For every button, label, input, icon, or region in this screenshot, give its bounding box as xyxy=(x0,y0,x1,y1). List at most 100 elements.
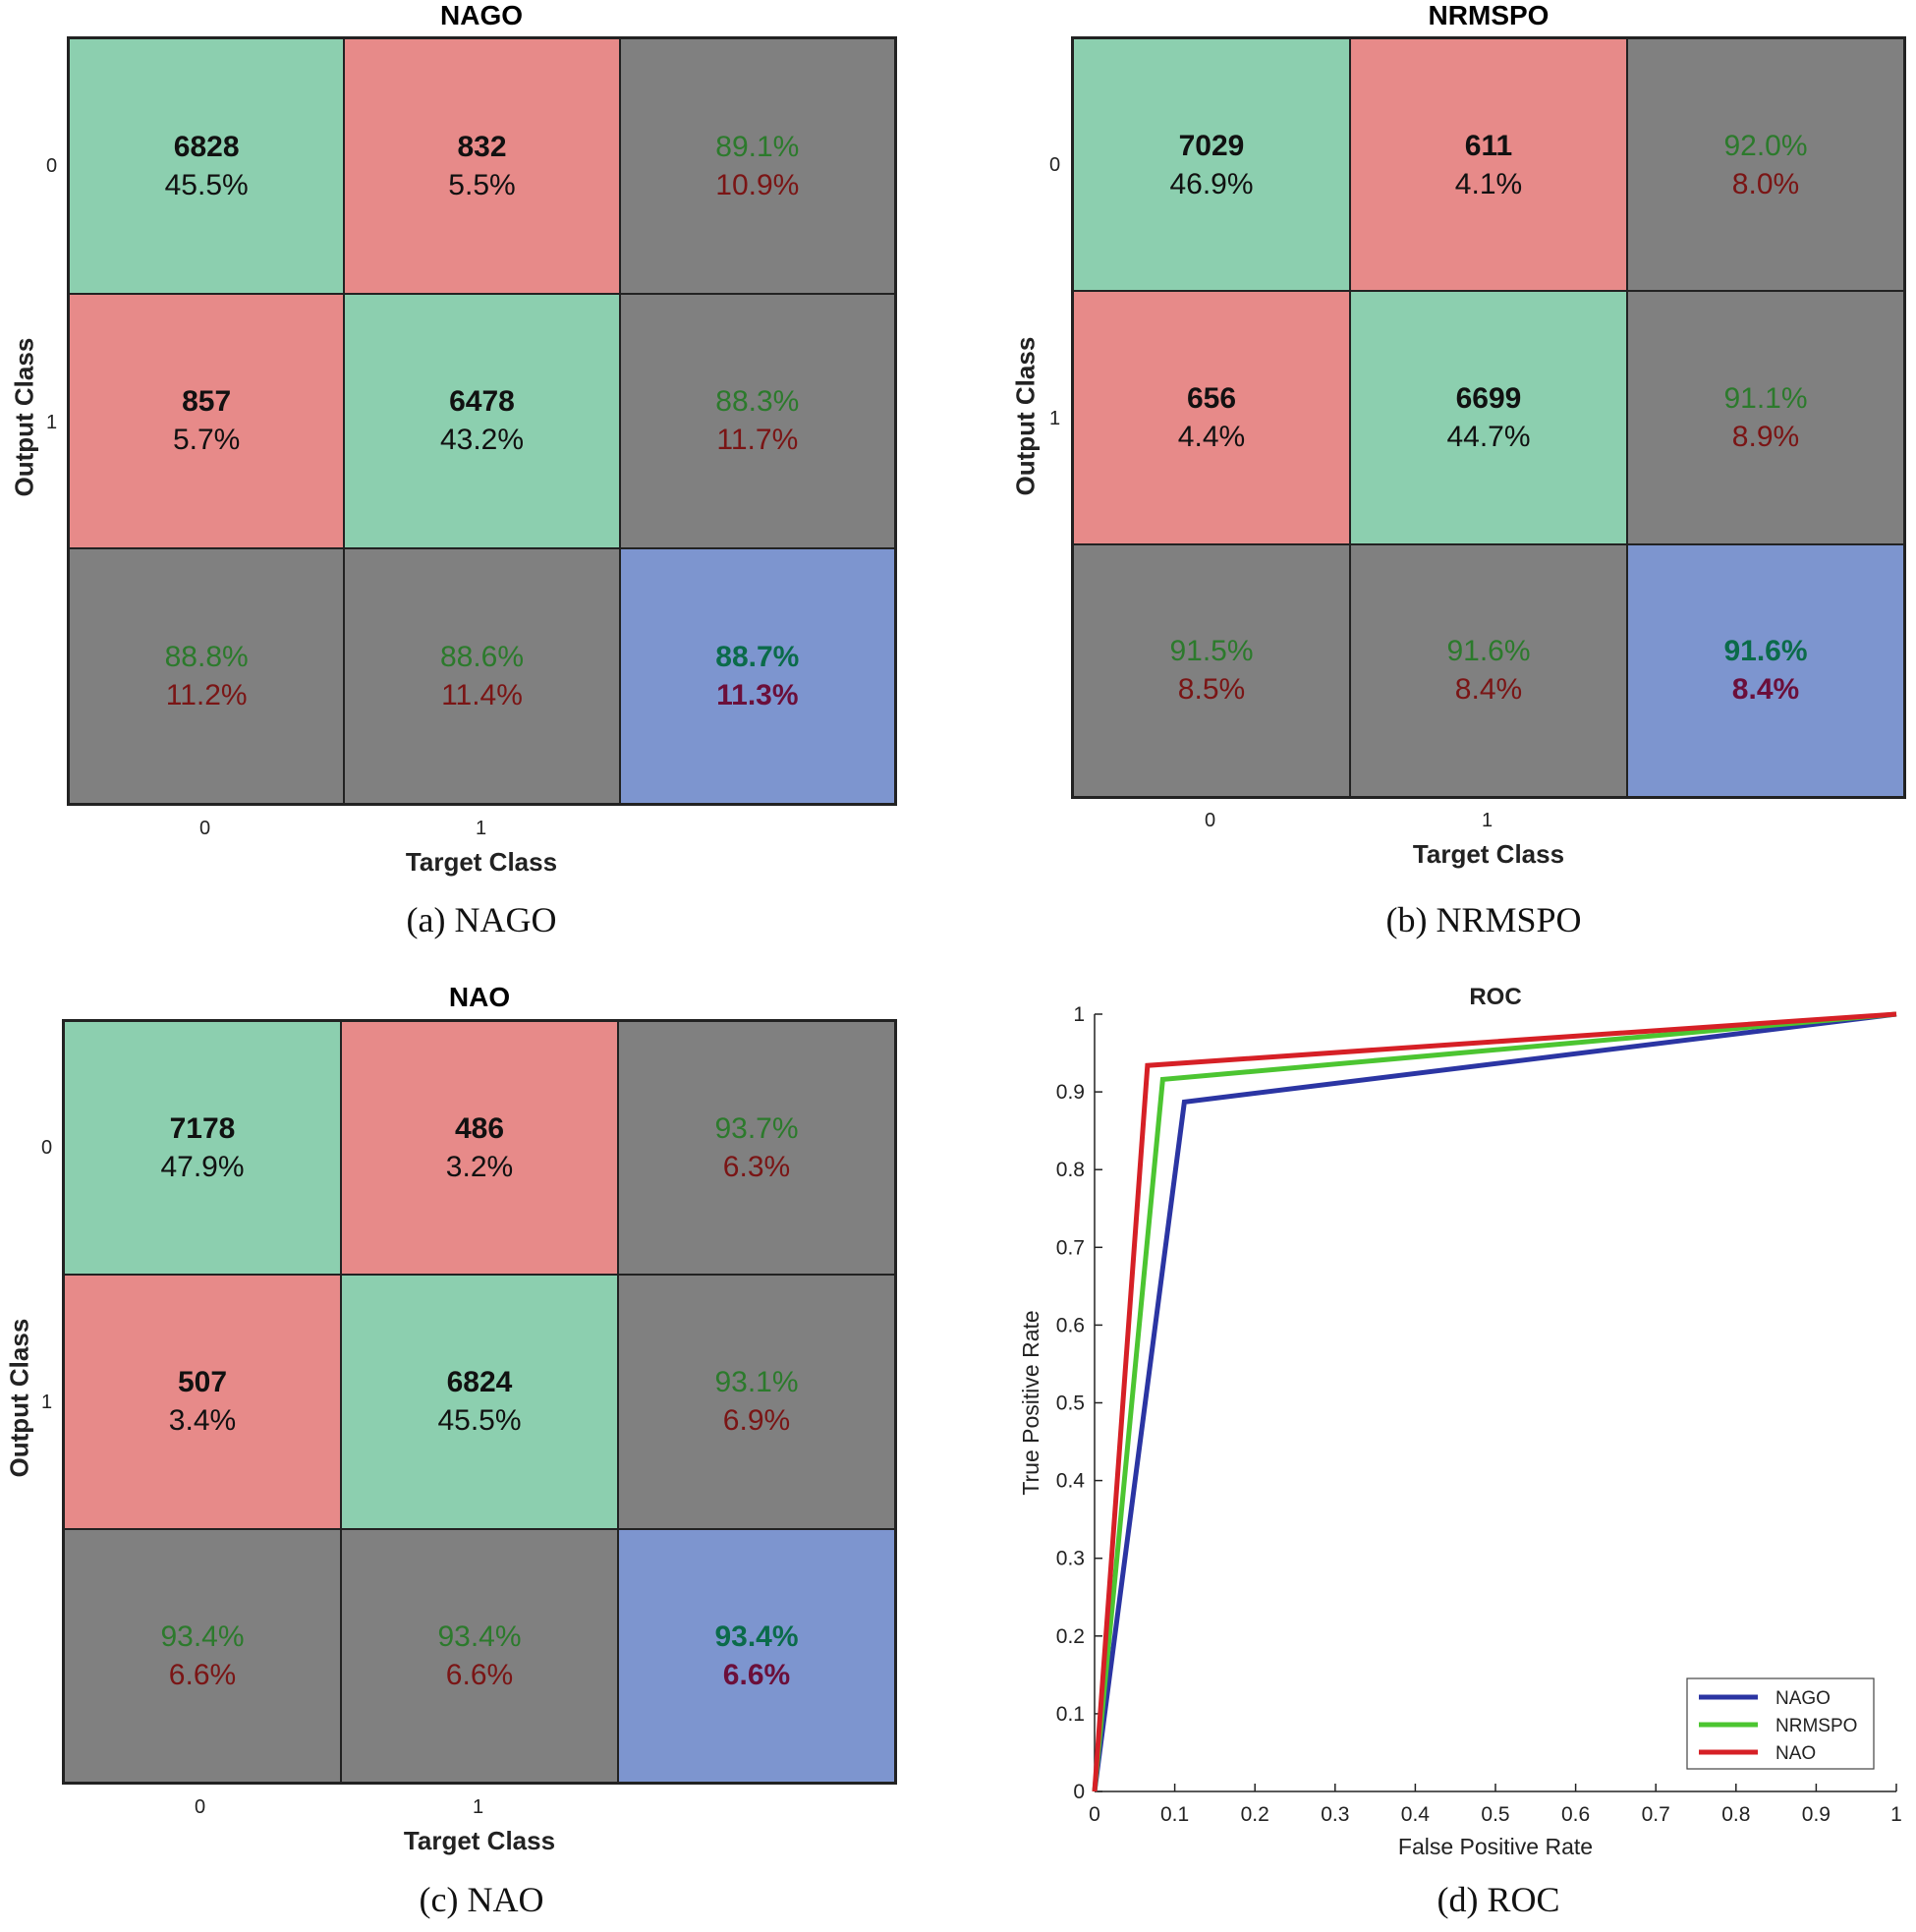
cell-error-rate: 8.4% xyxy=(1731,673,1800,707)
matrix-cell-overall: 91.6% 8.4% xyxy=(1627,543,1904,797)
cell-percent: 4.4% xyxy=(1177,420,1246,453)
x-axis-label: Target Class xyxy=(405,847,558,877)
cell-correct-rate: 91.5% xyxy=(1169,635,1254,668)
y-tick-label: 0.3 xyxy=(1056,1548,1085,1570)
cell-error-rate: 8.0% xyxy=(1731,167,1800,200)
caption: (a) NAGO xyxy=(406,900,557,939)
x-tick: 0 xyxy=(1205,810,1216,831)
matrix-cell: 7029 46.9% xyxy=(1073,38,1350,292)
cell-count: 486 xyxy=(454,1112,505,1146)
cell-count: 507 xyxy=(177,1366,228,1399)
y-tick: 1 xyxy=(46,412,58,433)
cell-error-rate: 11.2% xyxy=(165,679,248,712)
x-tick-label: 0.1 xyxy=(1160,1803,1189,1826)
cell-count: 857 xyxy=(182,385,232,419)
matrix-grid: 7029 46.9% 611 4.1% 92.0% 8.0% 656 4.4% 6699… xyxy=(1071,36,1906,799)
cell-percent: 5.7% xyxy=(172,424,241,457)
x-tick: 1 xyxy=(473,1796,484,1818)
y-tick: 0 xyxy=(46,155,58,177)
cell-percent: 45.5% xyxy=(437,1404,522,1438)
cell-error-rate: 6.6% xyxy=(445,1658,514,1691)
cell-error-rate: 6.6% xyxy=(722,1658,791,1691)
caption: (b) NRMSPO xyxy=(1385,900,1582,939)
cell-error-rate: 10.9% xyxy=(715,168,800,201)
y-tick-label: 0.1 xyxy=(1056,1703,1085,1726)
matrix-cell: 6699 44.7% xyxy=(1350,291,1627,544)
matrix-cell: 7178 47.9% xyxy=(64,1021,341,1276)
cell-correct-rate: 93.7% xyxy=(714,1112,799,1146)
y-tick-label: 0 xyxy=(1073,1781,1085,1803)
x-tick-label: 0.4 xyxy=(1401,1803,1431,1826)
cell-count: 6478 xyxy=(449,385,515,419)
x-tick-label: 0.9 xyxy=(1802,1803,1831,1826)
y-tick-label: 0.4 xyxy=(1056,1470,1086,1493)
x-tick: 0 xyxy=(195,1796,206,1818)
cell-error-rate: 11.7% xyxy=(716,424,799,457)
x-tick-label: 0.7 xyxy=(1642,1803,1670,1826)
x-tick-label: 0.5 xyxy=(1481,1803,1509,1826)
y-tick-label: 0.8 xyxy=(1056,1159,1085,1181)
cell-percent: 47.9% xyxy=(160,1151,245,1184)
cell-percent: 43.2% xyxy=(439,424,525,457)
matrix-grid: 7178 47.9% 486 3.2% 93.7% 6.3% 507 3.4% 6824… xyxy=(62,1019,897,1785)
cell-count: 832 xyxy=(457,130,507,163)
matrix-cell: 486 3.2% xyxy=(341,1021,618,1276)
cell-percent: 45.5% xyxy=(164,168,249,201)
cell-correct-rate: 93.4% xyxy=(160,1619,245,1653)
y-tick-label: 0.9 xyxy=(1056,1081,1085,1104)
cell-percent: 44.7% xyxy=(1446,420,1531,453)
cell-correct-rate: 91.6% xyxy=(1446,635,1531,668)
cell-correct-rate: 89.1% xyxy=(715,130,800,163)
cell-correct-rate: 88.7% xyxy=(715,641,800,674)
matrix-cell: 93.4% 6.6% xyxy=(341,1528,618,1783)
x-axis-label: False Positive Rate xyxy=(1398,1834,1593,1859)
matrix-cell: 6478 43.2% xyxy=(344,293,620,549)
cell-error-rate: 6.6% xyxy=(168,1658,237,1691)
y-tick-label: 0.5 xyxy=(1056,1392,1085,1415)
x-tick-label: 1 xyxy=(1890,1803,1902,1826)
matrix-cell: 91.1% 8.9% xyxy=(1627,291,1904,544)
y-tick-label: 0.6 xyxy=(1056,1314,1085,1336)
cell-correct-rate: 88.3% xyxy=(715,385,800,419)
x-tick: 1 xyxy=(476,818,487,839)
matrix-cell: 89.1% 10.9% xyxy=(619,38,895,294)
matrix-cell: 88.3% 11.7% xyxy=(619,293,895,549)
matrix-grid: 6828 45.5% 832 5.5% 89.1% 10.9% 857 5.7% 647… xyxy=(67,36,897,806)
cell-percent: 5.5% xyxy=(448,168,516,201)
matrix-cell-overall: 88.7% 11.3% xyxy=(619,548,895,804)
x-tick: 1 xyxy=(1482,810,1493,831)
chart-title: NRMSPO xyxy=(1428,0,1550,30)
y-tick: 1 xyxy=(1049,408,1061,429)
matrix-cell: 93.1% 6.9% xyxy=(618,1275,895,1529)
cell-correct-rate: 88.6% xyxy=(439,641,525,674)
cell-correct-rate: 88.8% xyxy=(164,641,249,674)
x-tick: 0 xyxy=(199,818,211,839)
caption: (c) NAO xyxy=(419,1880,544,1919)
cell-error-rate: 11.3% xyxy=(716,679,799,712)
cell-count: 6824 xyxy=(446,1366,513,1399)
y-tick-label: 1 xyxy=(1073,1003,1085,1026)
cell-correct-rate: 93.1% xyxy=(714,1366,799,1399)
cell-error-rate: 6.3% xyxy=(722,1151,791,1184)
matrix-cell: 857 5.7% xyxy=(69,293,345,549)
matrix-cell: 92.0% 8.0% xyxy=(1627,38,1904,292)
legend-label: NAO xyxy=(1775,1743,1816,1764)
y-axis-label: True Positive Rate xyxy=(1018,1310,1043,1495)
matrix-cell: 832 5.5% xyxy=(344,38,620,294)
x-tick-label: 0.3 xyxy=(1321,1803,1349,1826)
cell-correct-rate: 93.4% xyxy=(437,1619,522,1653)
cell-percent: 3.2% xyxy=(445,1151,514,1184)
matrix-cell: 6828 45.5% xyxy=(69,38,345,294)
x-tick-label: 0.6 xyxy=(1561,1803,1590,1826)
matrix-cell: 6824 45.5% xyxy=(341,1275,618,1529)
cell-correct-rate: 93.4% xyxy=(714,1619,799,1653)
roc-series-line xyxy=(1092,1011,1897,1792)
cell-count: 7029 xyxy=(1178,129,1245,162)
cell-count: 6828 xyxy=(173,130,240,163)
cell-count: 611 xyxy=(1464,129,1513,162)
y-tick: 0 xyxy=(1049,154,1061,176)
roc-series-line xyxy=(1092,1011,1897,1792)
y-tick-label: 0.7 xyxy=(1056,1236,1085,1259)
chart-title: NAGO xyxy=(440,0,523,30)
y-tick: 1 xyxy=(41,1392,53,1413)
